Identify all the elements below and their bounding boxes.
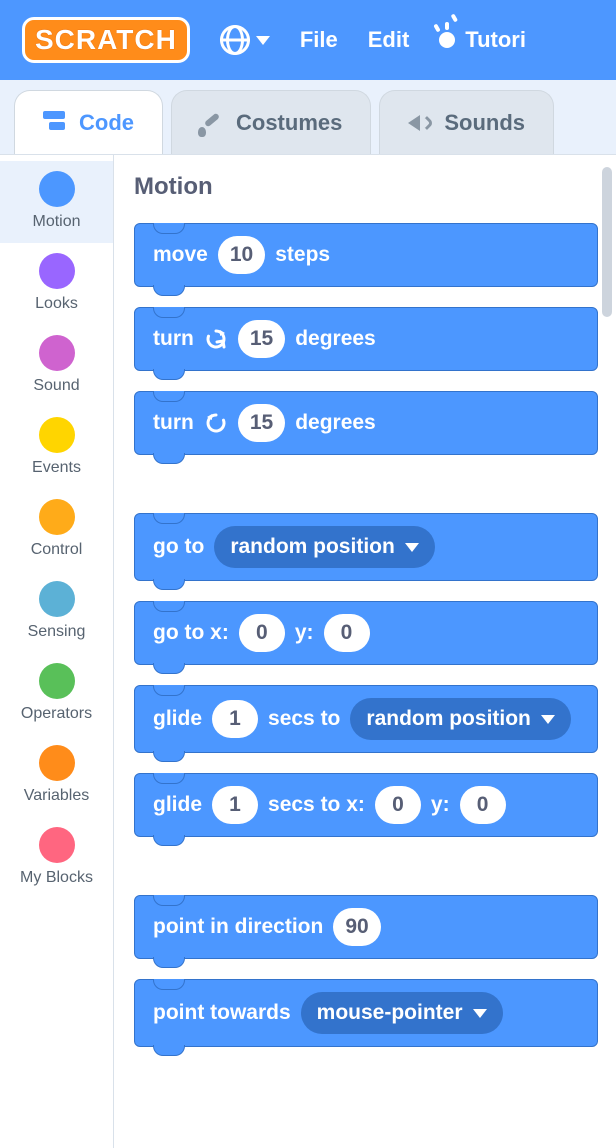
input-secs[interactable]: 1 xyxy=(212,786,258,824)
dropdown-label: mouse-pointer xyxy=(317,1001,463,1025)
category-motion[interactable]: Motion xyxy=(0,161,113,243)
category-my-blocks[interactable]: My Blocks xyxy=(0,817,113,899)
block-text: point towards xyxy=(153,1001,291,1025)
rotate-ccw-icon xyxy=(204,411,228,435)
category-color-dot xyxy=(39,745,75,781)
block-point-towards[interactable]: point towards mouse-pointer xyxy=(134,979,598,1047)
tutorials-label: Tutori xyxy=(465,27,526,53)
category-events[interactable]: Events xyxy=(0,407,113,489)
category-looks[interactable]: Looks xyxy=(0,243,113,325)
block-goto-menu[interactable]: go to random position xyxy=(134,513,598,581)
category-label: Events xyxy=(32,459,81,477)
block-turn-ccw[interactable]: turn 15 degrees xyxy=(134,391,598,455)
lightbulb-icon xyxy=(439,32,455,48)
category-sound[interactable]: Sound xyxy=(0,325,113,407)
category-color-dot xyxy=(39,499,75,535)
category-label: Motion xyxy=(32,213,80,231)
category-label: Sound xyxy=(33,377,79,395)
globe-icon xyxy=(220,25,250,55)
dropdown-label: random position xyxy=(366,707,531,731)
block-text: degrees xyxy=(295,411,376,435)
tab-code[interactable]: Code xyxy=(14,90,163,154)
category-color-dot xyxy=(39,171,75,207)
tab-sounds[interactable]: Sounds xyxy=(379,90,554,154)
category-label: My Blocks xyxy=(20,869,93,887)
scratch-logo[interactable]: SCRATCH xyxy=(22,17,190,63)
category-variables[interactable]: Variables xyxy=(0,735,113,817)
block-text: y: xyxy=(431,793,450,817)
language-menu[interactable] xyxy=(220,25,270,55)
dropdown-goto-target[interactable]: random position xyxy=(214,526,435,568)
category-label: Looks xyxy=(35,295,78,313)
block-text: turn xyxy=(153,327,194,351)
chevron-down-icon xyxy=(405,543,419,552)
tutorials-button[interactable]: Tutori xyxy=(439,27,526,53)
input-direction[interactable]: 90 xyxy=(333,908,380,946)
tab-bar: Code Costumes Sounds xyxy=(0,80,616,154)
input-degrees[interactable]: 15 xyxy=(238,404,285,442)
block-text: go to xyxy=(153,535,204,559)
tab-sounds-label: Sounds xyxy=(444,110,525,136)
category-operators[interactable]: Operators xyxy=(0,653,113,735)
paintbrush-icon xyxy=(200,111,224,135)
chevron-down-icon xyxy=(473,1009,487,1018)
category-heading: Motion xyxy=(134,173,598,201)
block-goto-xy[interactable]: go to x: 0 y: 0 xyxy=(134,601,598,665)
category-color-dot xyxy=(39,253,75,289)
tab-code-label: Code xyxy=(79,110,134,136)
category-color-dot xyxy=(39,827,75,863)
dropdown-glide-target[interactable]: random position xyxy=(350,698,571,740)
block-text: secs to xyxy=(268,707,340,731)
block-text: point in direction xyxy=(153,915,323,939)
block-text: go to x: xyxy=(153,621,229,645)
input-y[interactable]: 0 xyxy=(324,614,370,652)
chevron-down-icon xyxy=(256,36,270,45)
blocks-workspace: Motion move 10 steps turn 15 degrees tur… xyxy=(114,155,616,1148)
block-text: glide xyxy=(153,707,202,731)
category-palette: Motion Looks Sound Events Control Sensing Oper… xyxy=(0,155,114,1148)
main-area: Motion Looks Sound Events Control Sensing Oper… xyxy=(0,154,616,1148)
category-color-dot xyxy=(39,335,75,371)
input-steps[interactable]: 10 xyxy=(218,236,265,274)
chevron-down-icon xyxy=(541,715,555,724)
input-x[interactable]: 0 xyxy=(239,614,285,652)
tab-costumes[interactable]: Costumes xyxy=(171,90,371,154)
menu-bar: SCRATCH File Edit Tutori xyxy=(0,0,616,80)
block-text: glide xyxy=(153,793,202,817)
category-color-dot xyxy=(39,663,75,699)
tab-costumes-label: Costumes xyxy=(236,110,342,136)
dropdown-point-target[interactable]: mouse-pointer xyxy=(301,992,503,1034)
block-text: secs to x: xyxy=(268,793,365,817)
input-y[interactable]: 0 xyxy=(460,786,506,824)
category-control[interactable]: Control xyxy=(0,489,113,571)
code-icon xyxy=(43,111,67,135)
block-point-direction[interactable]: point in direction 90 xyxy=(134,895,598,959)
blocks-list: move 10 steps turn 15 degrees turn 15 de… xyxy=(134,223,598,1047)
block-text: degrees xyxy=(295,327,376,351)
block-text: turn xyxy=(153,411,194,435)
input-x[interactable]: 0 xyxy=(375,786,421,824)
speaker-icon xyxy=(408,111,432,135)
category-color-dot xyxy=(39,417,75,453)
rotate-cw-icon xyxy=(204,327,228,351)
file-menu[interactable]: File xyxy=(300,27,338,53)
block-glide-xy[interactable]: glide 1 secs to x: 0 y: 0 xyxy=(134,773,598,837)
block-text: move xyxy=(153,243,208,267)
block-turn-cw[interactable]: turn 15 degrees xyxy=(134,307,598,371)
category-label: Sensing xyxy=(28,623,86,641)
block-text: y: xyxy=(295,621,314,645)
dropdown-label: random position xyxy=(230,535,395,559)
category-label: Variables xyxy=(24,787,90,805)
category-color-dot xyxy=(39,581,75,617)
category-label: Control xyxy=(31,541,83,559)
block-glide-menu[interactable]: glide 1 secs to random position xyxy=(134,685,598,753)
input-secs[interactable]: 1 xyxy=(212,700,258,738)
edit-menu[interactable]: Edit xyxy=(368,27,410,53)
category-sensing[interactable]: Sensing xyxy=(0,571,113,653)
block-move-steps[interactable]: move 10 steps xyxy=(134,223,598,287)
block-text: steps xyxy=(275,243,330,267)
category-label: Operators xyxy=(21,705,92,723)
scrollbar[interactable] xyxy=(602,167,612,317)
input-degrees[interactable]: 15 xyxy=(238,320,285,358)
